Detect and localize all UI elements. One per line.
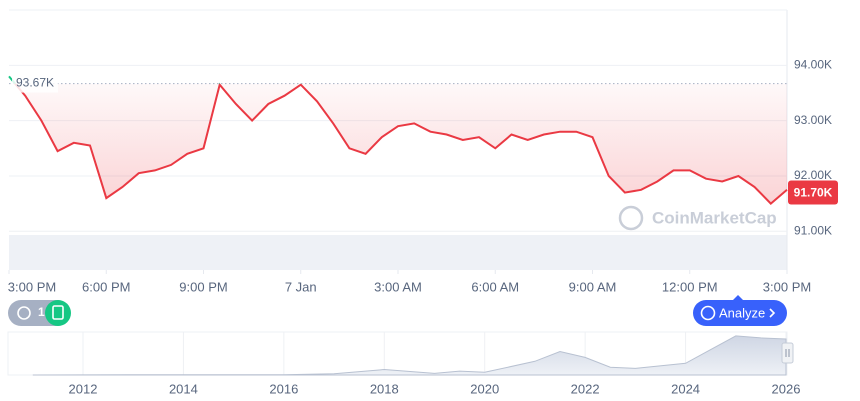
y-tick-label: 92.00K (794, 168, 832, 182)
chevron (769, 308, 776, 318)
note-button[interactable] (45, 300, 71, 326)
last-price-label: 91.70K (794, 186, 833, 200)
x-tick-label: 6:00 AM (471, 279, 519, 294)
x-tick-label: 7 Jan (285, 279, 317, 294)
x-tick-label: 3:00 PM (763, 279, 811, 294)
note-icon (52, 305, 64, 320)
analyze-pointer (733, 295, 743, 300)
area-fill (9, 83, 787, 204)
y-tick-label: 94.00K (794, 57, 832, 71)
x-tick-label: 6:00 PM (82, 279, 130, 294)
navigator-year: 2026 (772, 381, 801, 396)
navigator-year: 2020 (470, 381, 499, 396)
x-tick-label: 3:00 PM (8, 279, 56, 294)
x-tick-label: 12:00 PM (662, 279, 718, 294)
x-tick-label: 3:00 AM (374, 279, 422, 294)
navigator-year: 2022 (571, 381, 600, 396)
watermark-logo (618, 205, 644, 231)
navigator-year: 2012 (69, 381, 98, 396)
navigator-handle[interactable] (781, 342, 794, 364)
x-tick-label: 9:00 AM (569, 279, 617, 294)
analyze-icon (700, 305, 716, 321)
history-icon (17, 306, 31, 320)
analyze-button[interactable] (693, 300, 787, 326)
baseline-label: 93.67K (16, 76, 54, 90)
volume-band (9, 235, 787, 270)
analyze-label: Analyze (719, 305, 765, 320)
last-price-tag (788, 180, 838, 205)
y-tick-label: 93.00K (794, 113, 832, 127)
price-line (13, 83, 788, 205)
x-tick-label: 9:00 PM (179, 279, 227, 294)
navigator-area (32, 335, 787, 376)
watermark: CoinMarketCap (652, 208, 777, 227)
navigator-year: 2016 (269, 381, 298, 396)
baseline-label-bg (12, 74, 58, 93)
range-label: 1 (38, 305, 45, 319)
navigator-year: 2018 (370, 381, 399, 396)
y-tick-label: 91.00K (794, 223, 832, 237)
navigator-year: 2024 (671, 381, 700, 396)
navigator-year: 2014 (169, 381, 198, 396)
